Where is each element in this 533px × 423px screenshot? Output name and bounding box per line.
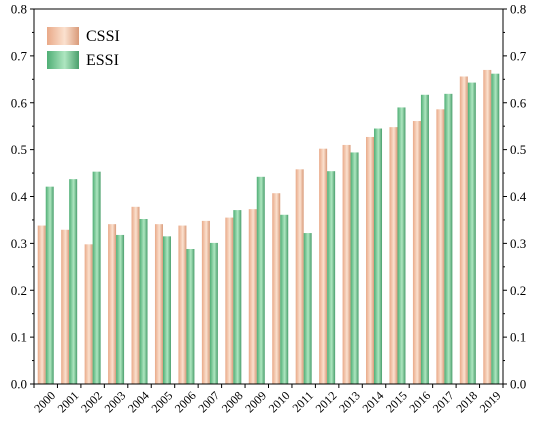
bar-cssi-2016 <box>412 121 421 384</box>
bar-cssi-2007 <box>201 220 210 384</box>
legend-label-essi: ESSI <box>86 52 119 69</box>
ytick-label-right: 0.7 <box>510 48 527 63</box>
xtick-label-2015: 2015 <box>383 388 410 415</box>
bar-cssi-2009 <box>248 209 257 384</box>
bar-essi-2002 <box>92 171 101 384</box>
bar-essi-2009 <box>256 176 265 384</box>
bar-essi-2006 <box>186 249 195 384</box>
ytick-label-right: 0.3 <box>510 236 526 251</box>
ytick-label-left: 0.6 <box>11 95 28 110</box>
bar-essi-2007 <box>209 242 218 384</box>
bar-cssi-2005 <box>154 224 163 384</box>
bar-cssi-2011 <box>295 169 304 384</box>
legend-swatch-cssi <box>47 27 79 45</box>
xtick-label-2009: 2009 <box>242 388 269 415</box>
bar-essi-2011 <box>303 233 312 384</box>
bar-essi-2018 <box>467 82 476 384</box>
bar-cssi-2006 <box>178 225 187 384</box>
ytick-label-right: 0.1 <box>510 330 526 345</box>
bar-cssi-2003 <box>108 224 117 384</box>
xtick-label-2007: 2007 <box>195 388 222 415</box>
xtick-label-2013: 2013 <box>336 388 363 415</box>
xtick-label-2014: 2014 <box>359 388 386 415</box>
ytick-label-left: 0.7 <box>11 48 28 63</box>
xtick-label-2002: 2002 <box>78 388 105 415</box>
bar-cssi-2004 <box>131 206 140 384</box>
xtick-label-2008: 2008 <box>219 388 246 415</box>
xtick-label-2011: 2011 <box>289 388 316 415</box>
ytick-label-left: 0.2 <box>11 283 27 298</box>
bar-essi-2015 <box>397 107 406 384</box>
ytick-label-left: 0.5 <box>11 142 27 157</box>
bar-essi-2014 <box>374 128 383 384</box>
bar-essi-2000 <box>45 186 54 384</box>
xtick-label-2019: 2019 <box>477 388 504 415</box>
bar-cssi-2002 <box>84 244 93 384</box>
bar-cssi-2019 <box>483 69 492 384</box>
bar-essi-2016 <box>420 94 429 384</box>
legend-swatch-essi <box>47 51 79 69</box>
ytick-label-left: 0.0 <box>11 377 27 392</box>
ytick-label-right: 0.0 <box>510 377 526 392</box>
ytick-label-left: 0.8 <box>11 2 27 17</box>
bar-cssi-2018 <box>459 76 468 384</box>
xtick-label-2012: 2012 <box>313 388 340 415</box>
bar-cssi-2017 <box>436 109 445 384</box>
ytick-label-right: 0.2 <box>510 283 526 298</box>
ytick-label-left: 0.3 <box>11 236 27 251</box>
ytick-label-right: 0.4 <box>510 189 527 204</box>
bar-essi-2004 <box>139 219 148 384</box>
xtick-label-2016: 2016 <box>406 388 433 415</box>
bar-essi-2017 <box>444 93 453 384</box>
bar-cssi-2001 <box>61 229 70 384</box>
xtick-label-2003: 2003 <box>102 388 129 415</box>
bar-cssi-2013 <box>342 144 351 384</box>
bar-cssi-2015 <box>389 127 398 385</box>
xtick-label-2006: 2006 <box>172 388 199 415</box>
ytick-label-left: 0.4 <box>11 189 28 204</box>
bar-essi-2005 <box>162 236 171 384</box>
xtick-label-2017: 2017 <box>430 388 457 415</box>
xtick-label-2000: 2000 <box>31 388 58 415</box>
legend-label-cssi: CSSI <box>86 28 120 45</box>
ytick-label-right: 0.6 <box>510 95 527 110</box>
bar-cssi-2010 <box>272 193 281 384</box>
bar-cssi-2008 <box>225 217 234 384</box>
ytick-label-right: 0.5 <box>510 142 526 157</box>
bar-cssi-2014 <box>366 136 375 384</box>
bar-essi-2019 <box>491 73 500 384</box>
ytick-label-left: 0.1 <box>11 330 27 345</box>
xtick-label-2001: 2001 <box>55 388 82 415</box>
bar-cssi-2000 <box>37 225 46 384</box>
bar-essi-2008 <box>233 210 242 384</box>
bar-essi-2001 <box>69 179 78 384</box>
xtick-label-2004: 2004 <box>125 388 152 415</box>
bar-essi-2013 <box>350 152 359 384</box>
bar-cssi-2012 <box>319 148 328 384</box>
xtick-label-2018: 2018 <box>453 388 480 415</box>
bar-essi-2003 <box>116 234 125 384</box>
bar-essi-2010 <box>280 214 289 384</box>
bar-essi-2012 <box>327 171 336 384</box>
xtick-label-2010: 2010 <box>266 388 293 415</box>
xtick-label-2005: 2005 <box>148 388 175 415</box>
ytick-label-right: 0.8 <box>510 2 526 17</box>
